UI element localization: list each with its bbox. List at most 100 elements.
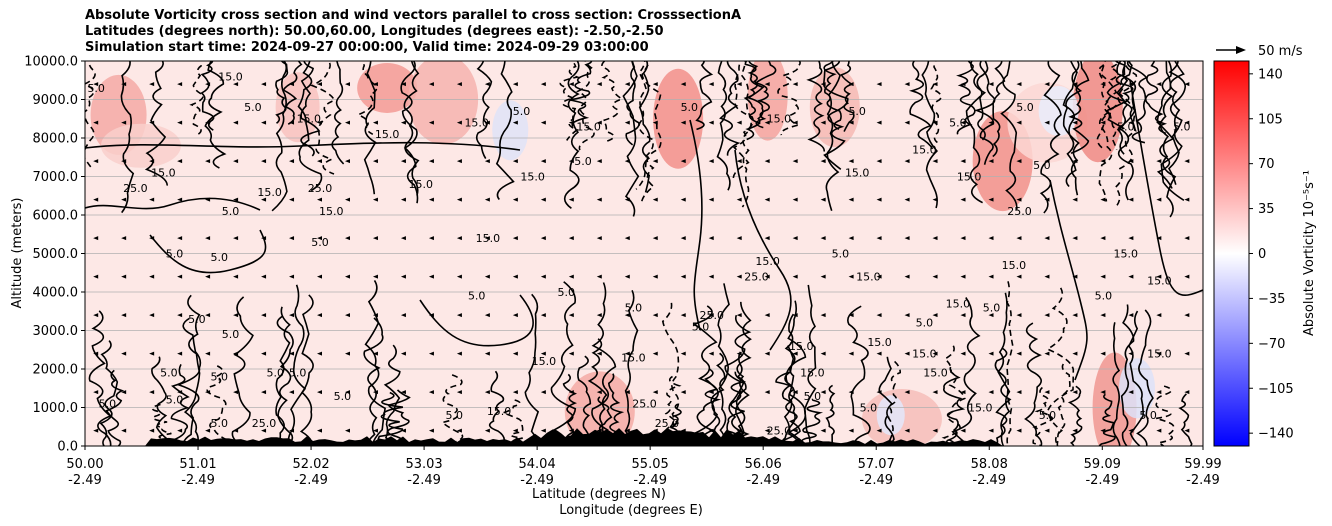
wind-arrow <box>876 274 882 279</box>
wind-arrow <box>932 313 938 318</box>
wind-arrow <box>792 120 798 125</box>
wind-arrow <box>205 159 211 164</box>
contour-line <box>1178 393 1193 446</box>
vorticity-blob <box>564 371 635 446</box>
wind-arrow <box>988 313 994 318</box>
wind-arrow <box>372 274 378 279</box>
vorticity-blob <box>492 100 529 161</box>
wind-arrow <box>988 274 994 279</box>
wind-arrow <box>1072 351 1078 356</box>
wind-arrow <box>960 351 966 356</box>
wind-arrow <box>289 236 295 241</box>
wind-arrow <box>261 390 267 395</box>
contour-line <box>331 61 345 165</box>
wind-arrow <box>1184 390 1190 395</box>
wind-arrow <box>680 351 686 356</box>
wind-arrow <box>652 236 658 241</box>
contour-line <box>183 294 201 446</box>
wind-arrow <box>121 159 127 164</box>
contour-label: 5.0 <box>468 290 486 303</box>
wind-arrow <box>820 390 826 395</box>
wind-arrow <box>680 390 686 395</box>
contour-label: 15.0 <box>755 255 780 268</box>
wind-arrow <box>540 197 546 202</box>
wind-arrow <box>1128 313 1134 318</box>
wind-arrow <box>988 197 994 202</box>
contour-line <box>170 364 190 446</box>
wind-arrow <box>149 159 155 164</box>
x-tick-label-lon: -2.49 <box>520 473 554 488</box>
wind-arrow <box>820 82 826 87</box>
wind-arrow <box>372 428 378 433</box>
contour-line <box>735 301 752 446</box>
wind-arrow <box>93 390 99 395</box>
wind-arrow <box>820 351 826 356</box>
contour-line <box>635 61 654 190</box>
wind-arrow <box>1016 351 1022 356</box>
y-tick-label: 7000.0 <box>33 170 79 185</box>
contour-line <box>951 297 981 446</box>
contour-label: 5.0 <box>513 105 531 118</box>
wind-arrow <box>1156 159 1162 164</box>
contour-line <box>1116 61 1137 201</box>
wind-arrow <box>456 120 462 125</box>
contour-line <box>1136 309 1154 446</box>
wind-arrow <box>205 313 211 318</box>
wind-arrow <box>344 274 350 279</box>
wind-arrow <box>428 236 434 241</box>
x-tick-label-lat: 59.99 <box>1184 457 1221 472</box>
contour-line <box>85 141 521 151</box>
wind-arrow <box>960 274 966 279</box>
wind-arrow <box>652 351 658 356</box>
y-tick-label: 4000.0 <box>33 286 79 301</box>
contour-label: 5.0 <box>1039 409 1057 422</box>
wind-arrow <box>289 428 295 433</box>
wind-arrow <box>736 313 742 318</box>
wind-arrow <box>1044 197 1050 202</box>
wind-arrow <box>540 236 546 241</box>
contour-line <box>822 61 849 170</box>
wind-arrow <box>820 197 826 202</box>
vorticity-blob <box>876 395 905 436</box>
wind-arrow <box>1072 390 1078 395</box>
wind-arrow <box>512 236 518 241</box>
contour-line <box>383 344 401 446</box>
contour-label: 5.0 <box>166 247 184 260</box>
contour-label: 5.0 <box>166 394 184 407</box>
contour-line <box>403 61 420 196</box>
wind-arrow <box>792 197 798 202</box>
wind-arrow <box>1128 428 1134 433</box>
colorbar-tick-label: −105 <box>1258 382 1294 397</box>
wind-arrow <box>764 159 770 164</box>
wind-arrow <box>317 390 323 395</box>
contour-line <box>1155 385 1175 446</box>
wind-arrow <box>428 120 434 125</box>
x-tick-label-lon: -2.49 <box>1186 473 1220 488</box>
contour-line <box>601 61 624 143</box>
colorbar-tick-label: 70 <box>1258 157 1275 172</box>
contour-line <box>189 61 205 135</box>
wind-arrow <box>876 428 882 433</box>
wind-arrow <box>484 120 490 125</box>
wind-arrow <box>568 313 574 318</box>
wind-arrow <box>596 428 602 433</box>
wind-arrow <box>93 274 99 279</box>
wind-arrow <box>1184 236 1190 241</box>
wind-arrow <box>764 197 770 202</box>
wind-arrow <box>1156 82 1162 87</box>
wind-arrow <box>1100 428 1106 433</box>
contour-label: 15.0 <box>319 205 344 218</box>
contour-label: 5.0 <box>557 286 575 299</box>
contour-line <box>1006 281 1014 446</box>
wind-arrow <box>932 351 938 356</box>
wind-arrow <box>512 313 518 318</box>
contour-line <box>85 61 96 169</box>
contour-line <box>921 61 939 209</box>
wind-arrow <box>540 313 546 318</box>
contour-line <box>787 300 807 446</box>
wind-arrow <box>1016 313 1022 318</box>
wind-arrow <box>205 351 211 356</box>
contour-label: 15.0 <box>218 70 243 83</box>
wind-arrow <box>904 428 910 433</box>
contour-line <box>740 61 753 208</box>
